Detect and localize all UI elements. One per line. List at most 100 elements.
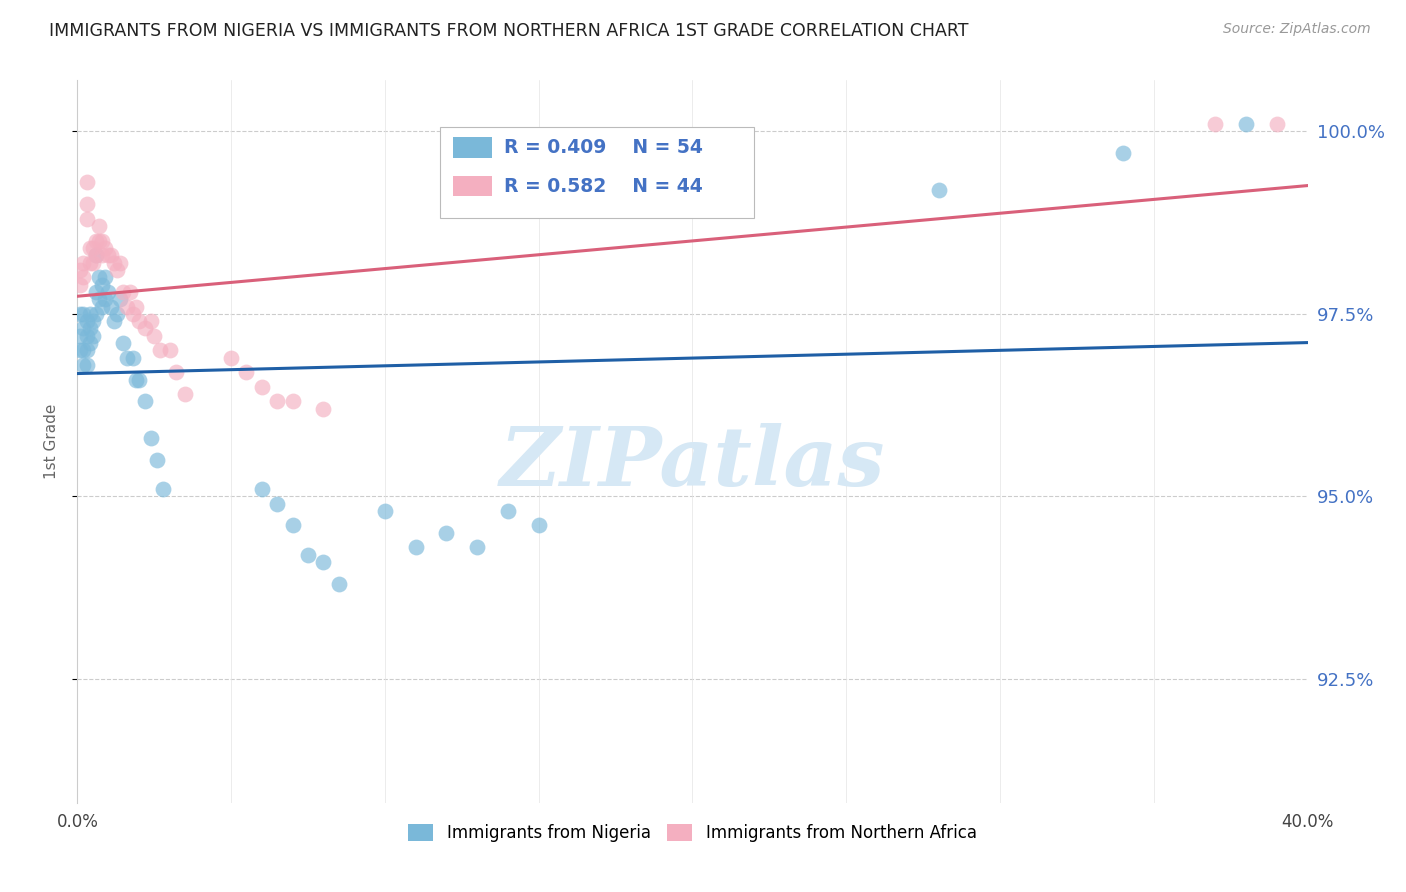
Point	[100, 248, 122, 262]
Point	[1234, 117, 1257, 131]
Point	[125, 300, 148, 314]
Point	[82, 241, 104, 255]
Point	[84, 307, 107, 321]
Point	[97, 248, 120, 262]
Point	[436, 525, 458, 540]
Point	[69, 263, 91, 277]
Point	[105, 263, 128, 277]
FancyBboxPatch shape	[440, 128, 754, 218]
Bar	[453, 137, 492, 158]
Point	[82, 256, 104, 270]
Point	[79, 321, 101, 335]
Point	[69, 343, 91, 358]
Point	[69, 328, 91, 343]
Point	[281, 394, 304, 409]
Point	[219, 351, 242, 365]
Point	[90, 234, 114, 248]
Point	[72, 321, 94, 335]
Point	[496, 504, 519, 518]
Point	[90, 300, 114, 314]
Y-axis label: 1st Grade: 1st Grade	[44, 404, 59, 479]
Point	[235, 365, 257, 379]
Point	[405, 541, 427, 555]
Point	[134, 321, 156, 335]
Point	[128, 372, 150, 386]
Point	[82, 314, 104, 328]
Point	[297, 548, 319, 562]
Point	[1265, 117, 1288, 131]
Point	[84, 234, 107, 248]
Point	[112, 285, 135, 299]
Point	[84, 248, 107, 262]
Point	[76, 211, 98, 226]
Point	[121, 307, 143, 321]
Point	[465, 541, 488, 555]
Point	[250, 482, 273, 496]
Point	[84, 248, 107, 262]
Point	[374, 504, 396, 518]
Point	[76, 314, 98, 328]
Point	[69, 277, 91, 292]
Point	[72, 256, 94, 270]
Point	[76, 176, 98, 190]
Point	[928, 183, 950, 197]
Point	[174, 387, 197, 401]
Text: IMMIGRANTS FROM NIGERIA VS IMMIGRANTS FROM NORTHERN AFRICA 1ST GRADE CORRELATION: IMMIGRANTS FROM NIGERIA VS IMMIGRANTS FR…	[49, 22, 969, 40]
Point	[159, 343, 181, 358]
Point	[527, 518, 550, 533]
Point	[76, 197, 98, 211]
Point	[118, 285, 141, 299]
Point	[79, 241, 101, 255]
Point	[110, 292, 132, 306]
Point	[72, 358, 94, 372]
Point	[72, 307, 94, 321]
Point	[103, 256, 125, 270]
Point	[250, 380, 273, 394]
Point	[266, 394, 288, 409]
Point	[94, 241, 117, 255]
Point	[103, 314, 125, 328]
Point	[134, 394, 156, 409]
Point	[90, 248, 114, 262]
Point	[115, 300, 138, 314]
Point	[121, 351, 143, 365]
Point	[266, 497, 288, 511]
Point	[72, 343, 94, 358]
Point	[1204, 117, 1226, 131]
Point	[141, 431, 163, 445]
Text: ZIPatlas: ZIPatlas	[499, 423, 886, 503]
Point	[87, 270, 110, 285]
Point	[84, 285, 107, 299]
Point	[146, 452, 169, 467]
Point	[82, 328, 104, 343]
Text: R = 0.409    N = 54: R = 0.409 N = 54	[505, 138, 703, 157]
Point	[97, 285, 120, 299]
Point	[165, 365, 187, 379]
Point	[79, 256, 101, 270]
Point	[69, 307, 91, 321]
Point	[112, 336, 135, 351]
Point	[152, 482, 174, 496]
Point	[149, 343, 172, 358]
Point	[281, 518, 304, 533]
Point	[125, 372, 148, 386]
Point	[312, 401, 335, 416]
Point	[128, 314, 150, 328]
Point	[100, 300, 122, 314]
Point	[79, 336, 101, 351]
Point	[87, 234, 110, 248]
Text: Source: ZipAtlas.com: Source: ZipAtlas.com	[1223, 22, 1371, 37]
Point	[90, 277, 114, 292]
Point	[143, 328, 166, 343]
Point	[141, 314, 163, 328]
Point	[94, 270, 117, 285]
Legend: Immigrants from Nigeria, Immigrants from Northern Africa: Immigrants from Nigeria, Immigrants from…	[402, 817, 983, 848]
Point	[1112, 146, 1135, 161]
Point	[72, 270, 94, 285]
Point	[328, 577, 350, 591]
Point	[115, 351, 138, 365]
Point	[312, 555, 335, 569]
Point	[87, 219, 110, 234]
Point	[94, 292, 117, 306]
Point	[76, 343, 98, 358]
